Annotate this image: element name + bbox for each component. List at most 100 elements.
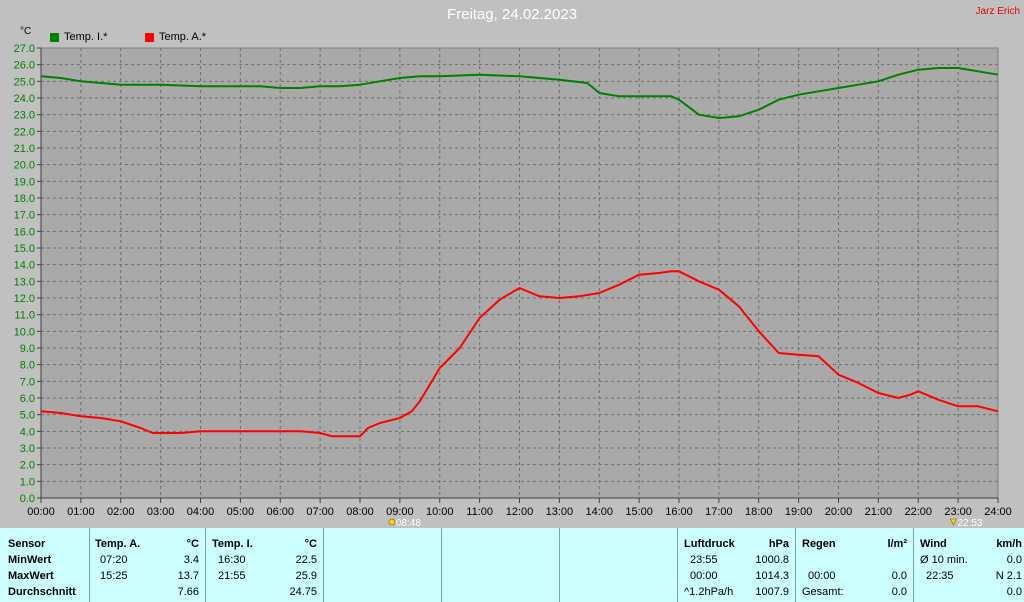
stats-empty-column-2: [442, 528, 560, 602]
y-tick-label: 2.0: [20, 460, 35, 472]
rain-max-time: 00:00: [808, 570, 836, 582]
y-tick-label: 9.0: [20, 343, 35, 355]
temp-i-header: Temp. I.: [212, 538, 253, 550]
x-tick-label: 19:00: [785, 506, 813, 518]
y-tick-label: 14.0: [14, 260, 35, 272]
wind-header: Wind: [920, 538, 947, 550]
pressure-max-time: 00:00: [690, 570, 718, 582]
temp-a-header: Temp. A.: [95, 538, 141, 550]
y-tick-label: 13.0: [14, 276, 35, 288]
legend-swatch-temp-a: [145, 32, 154, 42]
y-tick-label: 18.0: [14, 193, 35, 205]
x-tick-label: 03:00: [147, 506, 175, 518]
temp-i-average: 24.75: [289, 586, 317, 598]
stats-temp-i-column: Temp. I. °C 16:30 22.5 21:55 25.9 24.75: [206, 528, 324, 602]
x-tick-label: 04:00: [187, 506, 215, 518]
legend-item-temp-a: Temp. A.*: [145, 31, 206, 43]
temp-a-average: 7.66: [177, 586, 199, 598]
x-tick-label: 11:00: [466, 506, 493, 518]
pressure-max-value: 1014.3: [755, 570, 789, 582]
x-tick-label: 01:00: [67, 506, 95, 518]
stats-empty-column-3: [560, 528, 678, 602]
x-tick-label: 05:00: [227, 506, 255, 518]
x-tick-label: 22:00: [904, 506, 932, 518]
rain-total-label: Gesamt:: [802, 586, 844, 598]
y-tick-label: 27.0: [14, 43, 35, 55]
y-axis-unit: °C: [20, 26, 32, 37]
temp-a-max-time: 15:25: [100, 570, 128, 582]
x-tick-label: 24:00: [984, 506, 1012, 518]
x-tick-label: 13:00: [546, 506, 574, 518]
statistics-panel: Sensor MinWert MaxWert Durchschnitt Temp…: [0, 528, 1024, 602]
pressure-average: 1007.9: [755, 586, 789, 598]
temp-a-min-time: 07:20: [100, 554, 128, 566]
stats-pressure-column: Luftdruck hPa 23:55 1000.8 00:00 1014.3 …: [678, 528, 796, 602]
min-label: MinWert: [8, 554, 52, 566]
pressure-min-value: 1000.8: [755, 554, 789, 566]
y-tick-label: 17.0: [14, 210, 35, 222]
y-tick-label: 4.0: [20, 426, 35, 438]
x-tick-label: 08:00: [346, 506, 374, 518]
x-tick-label: 14:00: [585, 506, 613, 518]
pressure-min-time: 23:55: [690, 554, 718, 566]
y-tick-label: 19.0: [14, 176, 35, 188]
moon-icon: [949, 518, 957, 526]
series-line-temp-i: [40, 67, 999, 119]
x-tick-label: 12:00: [506, 506, 534, 518]
moon-time-label: 22:53: [957, 518, 982, 528]
x-tick-label: 16:00: [665, 506, 693, 518]
temperature-chart: 0.0 1.0 2.0 3.0 4.0 5.0 6.0 7.0 8.0 9.0 10.0 11.0 12…: [14, 43, 1012, 528]
x-tick-label: 00:00: [27, 506, 55, 518]
temp-a-min-value: 3.4: [183, 554, 199, 566]
y-tick-label: 24.0: [14, 93, 35, 105]
y-tick-label: 5.0: [20, 410, 35, 422]
y-tick-label: 3.0: [20, 443, 35, 455]
x-tick-label: 17:00: [705, 506, 733, 518]
stats-empty-column-1: [324, 528, 442, 602]
stats-temp-a-column: Temp. A. °C 07:20 3.4 15:25 13.7 7.66: [90, 528, 206, 602]
x-tick-label: 10:00: [426, 506, 454, 518]
wind-unit: km/h: [996, 538, 1022, 550]
y-tick-label: 10.0: [14, 326, 35, 338]
sunrise-time-label: 08:48: [396, 518, 421, 528]
x-tick-label: 21:00: [865, 506, 893, 518]
y-tick-label: 23.0: [14, 110, 35, 122]
wind-max-value: N 2.1: [995, 570, 1022, 582]
x-tick-label: 02:00: [107, 506, 135, 518]
y-tick-label: 7.0: [20, 376, 35, 388]
series-line-temp-a: [40, 270, 999, 438]
x-tick-label: 09:00: [386, 506, 414, 518]
wind-max-time: 22:35: [926, 570, 954, 582]
temp-i-unit: °C: [304, 538, 317, 550]
x-tick-label: 20:00: [825, 506, 853, 518]
y-tick-label: 20.0: [14, 160, 35, 172]
y-tick-label: 6.0: [20, 393, 35, 405]
y-tick-label: 26.0: [14, 60, 35, 72]
y-tick-label: 16.0: [14, 226, 35, 238]
y-tick-label: 25.0: [14, 76, 35, 88]
y-tick-label: 12.0: [14, 293, 35, 305]
x-tick-label: 18:00: [745, 506, 773, 518]
stats-rain-column: Regen l/m² 00:00 0.0 Gesamt: 0.0: [796, 528, 914, 602]
y-tick-label: 1.0: [20, 476, 35, 488]
wind-total-value: 0.0: [1006, 586, 1022, 598]
rain-unit: l/m²: [887, 538, 907, 550]
x-tick-label: 15:00: [625, 506, 653, 518]
pressure-trend: ^1.2hPa/h: [684, 586, 734, 598]
rain-header: Regen: [802, 538, 836, 550]
legend-swatch-temp-i: [50, 32, 59, 42]
temp-a-max-value: 13.7: [177, 570, 199, 582]
x-tick-label: 23:00: [944, 506, 972, 518]
author-label: Jarz Erich: [975, 6, 1020, 17]
y-tick-label: 21.0: [14, 143, 35, 155]
y-tick-label: 22.0: [14, 126, 35, 138]
sensor-header: Sensor: [8, 538, 46, 550]
x-tick-label: 06:00: [266, 506, 294, 518]
temp-i-max-time: 21:55: [218, 570, 246, 582]
y-tick-label: 8.0: [20, 360, 35, 372]
x-tick-label: 07:00: [306, 506, 334, 518]
y-tick-label: 0.0: [20, 493, 35, 505]
temp-i-min-value: 22.5: [295, 554, 317, 566]
y-tick-label: 15.0: [14, 243, 35, 255]
legend-label-temp-i: Temp. I.*: [64, 31, 108, 43]
